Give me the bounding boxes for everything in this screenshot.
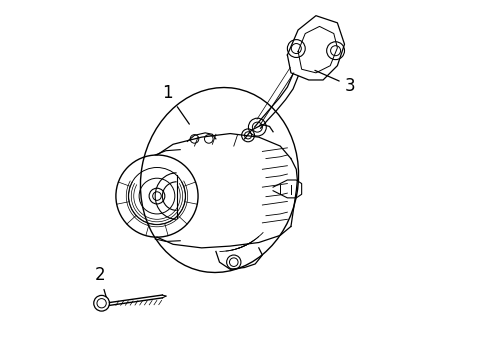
Text: 2: 2 [94, 266, 106, 297]
Circle shape [149, 188, 164, 204]
Text: 3: 3 [314, 70, 354, 95]
Text: 1: 1 [162, 84, 189, 124]
